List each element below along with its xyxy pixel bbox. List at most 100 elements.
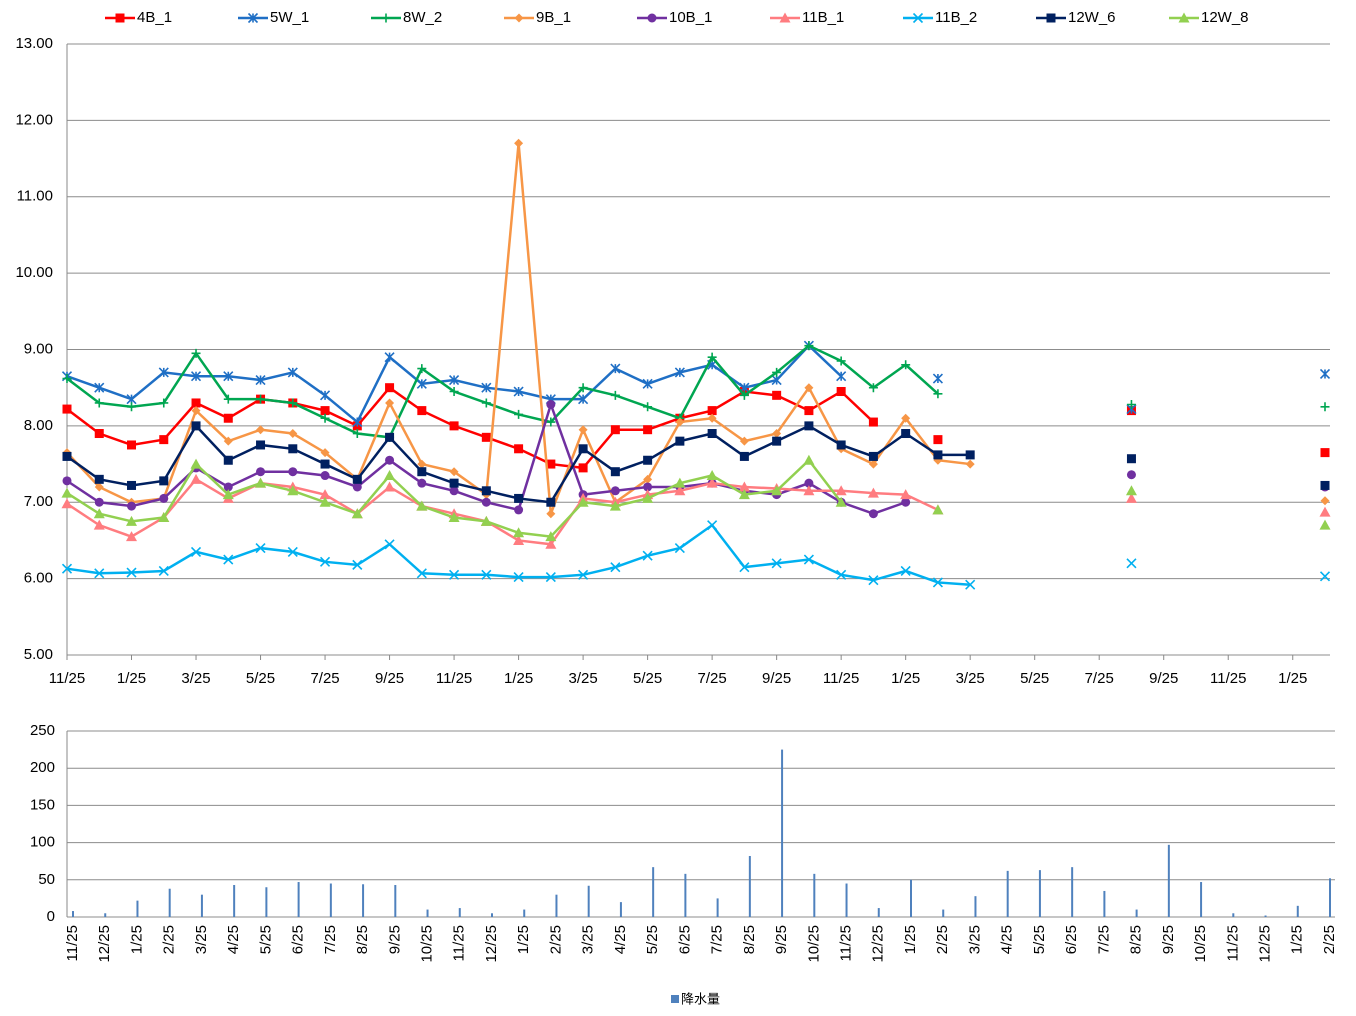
marker	[320, 471, 330, 481]
marker	[93, 508, 105, 519]
marker	[381, 13, 391, 23]
marker	[480, 515, 492, 526]
marker	[868, 383, 878, 393]
x-tick-label: 6/25	[1063, 925, 1080, 954]
marker	[965, 459, 975, 469]
series-line	[66, 143, 971, 515]
marker	[835, 496, 847, 507]
marker	[93, 519, 105, 530]
marker	[417, 478, 427, 488]
marker	[319, 390, 331, 401]
marker	[352, 416, 363, 428]
marker	[190, 458, 202, 469]
marker	[578, 569, 589, 580]
marker	[417, 406, 427, 416]
x-tick-label: 9/25	[773, 925, 790, 954]
marker	[804, 383, 814, 393]
marker	[1125, 492, 1137, 503]
marker	[320, 448, 330, 458]
marker	[1125, 485, 1137, 496]
marker	[62, 404, 72, 414]
marker	[247, 12, 259, 24]
marker	[417, 459, 427, 469]
bar	[1071, 867, 1074, 917]
marker	[772, 390, 782, 400]
marker	[546, 509, 556, 519]
bar	[1296, 905, 1299, 917]
marker	[384, 352, 395, 363]
x-tick-label: 8/25	[1128, 925, 1145, 954]
x-tick-label: 8/25	[354, 925, 371, 954]
marker	[772, 436, 782, 446]
marker	[642, 550, 653, 561]
marker	[481, 497, 491, 507]
x-tick-label: 11/25	[1210, 670, 1246, 687]
marker	[158, 367, 169, 378]
marker	[803, 485, 815, 496]
marker	[932, 504, 944, 515]
bar	[458, 908, 461, 917]
marker	[643, 455, 653, 465]
legend-swatch	[671, 995, 679, 1003]
marker	[933, 450, 943, 460]
marker	[513, 534, 525, 545]
x-tick-label: 11/25	[64, 925, 81, 961]
marker	[94, 497, 104, 507]
marker	[319, 496, 331, 507]
x-tick-label: 1/25	[117, 670, 146, 687]
marker	[288, 398, 298, 408]
marker	[481, 382, 492, 393]
bar	[555, 894, 558, 917]
marker	[223, 455, 233, 465]
legend-label: 11B_1	[802, 9, 844, 26]
marker	[609, 500, 621, 511]
x-tick-label: 11/25	[451, 925, 468, 961]
marker	[803, 454, 815, 465]
marker	[545, 531, 557, 542]
marker	[772, 367, 782, 377]
marker	[772, 429, 782, 439]
marker	[255, 543, 266, 554]
marker	[739, 562, 750, 573]
marker	[546, 417, 556, 427]
marker	[545, 572, 556, 583]
marker	[932, 577, 943, 588]
marker	[481, 432, 491, 442]
marker	[514, 505, 524, 515]
marker	[287, 367, 298, 378]
bar	[136, 900, 139, 917]
marker	[642, 492, 654, 503]
y-tick-label: 200	[30, 759, 55, 776]
x-tick-label: 8/25	[741, 925, 758, 954]
y-tick-label: 7.00	[24, 493, 53, 510]
marker	[1126, 399, 1136, 409]
marker	[739, 451, 749, 461]
marker	[675, 417, 685, 427]
marker	[385, 432, 395, 442]
legend-label: 11B_2	[935, 9, 977, 26]
marker	[546, 459, 556, 469]
marker	[578, 394, 589, 405]
marker	[223, 482, 233, 492]
x-tick-label: 1/25	[1289, 925, 1306, 954]
marker	[707, 520, 718, 531]
marker	[255, 477, 267, 488]
marker	[578, 463, 588, 473]
marker	[643, 402, 653, 412]
marker	[901, 429, 911, 439]
marker	[288, 444, 298, 454]
marker	[287, 546, 298, 557]
marker	[448, 512, 460, 523]
x-tick-label: 7/25	[1085, 670, 1114, 687]
marker	[674, 367, 685, 378]
marker	[610, 562, 621, 573]
marker	[933, 435, 943, 445]
marker	[868, 575, 879, 586]
marker	[449, 387, 459, 397]
marker	[546, 399, 556, 409]
y-tick-label: 100	[30, 834, 55, 851]
x-tick-label: 1/25	[902, 925, 919, 954]
marker	[771, 485, 783, 496]
marker	[416, 568, 427, 579]
